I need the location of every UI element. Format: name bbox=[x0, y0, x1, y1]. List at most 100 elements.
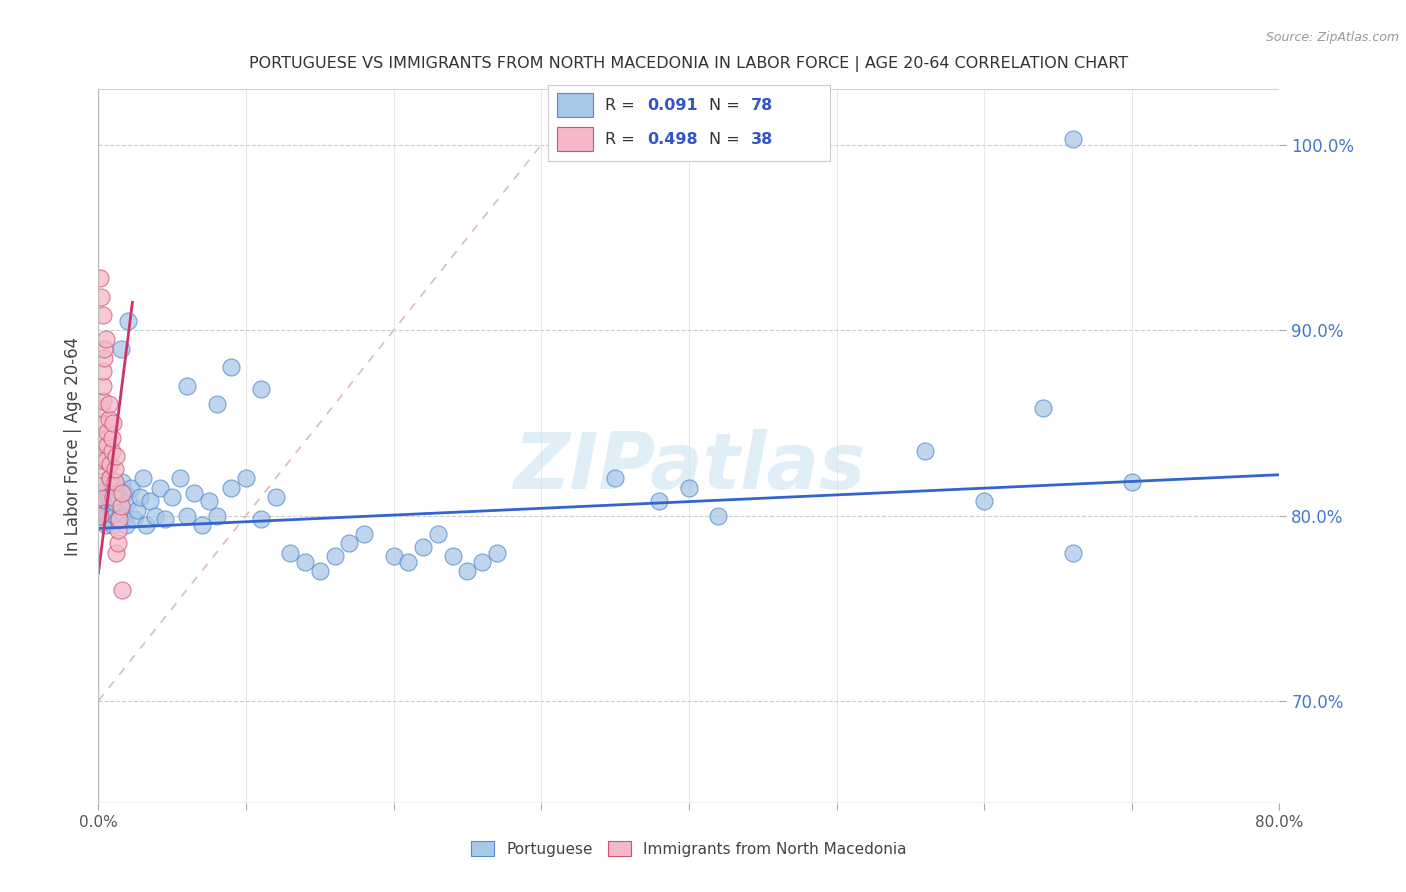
Point bbox=[117, 493, 139, 508]
Point bbox=[471, 555, 494, 569]
Title: PORTUGUESE VS IMMIGRANTS FROM NORTH MACEDONIA IN LABOR FORCE | AGE 20-64 CORRELA: PORTUGUESE VS IMMIGRANTS FROM NORTH MACE… bbox=[249, 56, 1129, 72]
Point bbox=[89, 475, 111, 490]
Point bbox=[153, 512, 176, 526]
Point bbox=[91, 309, 114, 323]
Point bbox=[1121, 475, 1143, 490]
Point bbox=[100, 503, 122, 517]
Point bbox=[91, 490, 114, 504]
Point bbox=[139, 493, 162, 508]
Point bbox=[128, 490, 150, 504]
Point bbox=[93, 500, 115, 514]
Point bbox=[94, 517, 117, 532]
Point bbox=[104, 475, 127, 490]
Point bbox=[105, 545, 128, 559]
FancyBboxPatch shape bbox=[557, 93, 593, 118]
Point bbox=[96, 481, 118, 495]
Point bbox=[96, 425, 118, 439]
Point bbox=[107, 512, 129, 526]
Point bbox=[98, 490, 121, 504]
Point bbox=[108, 512, 131, 526]
Point bbox=[107, 536, 129, 550]
Point bbox=[90, 508, 112, 523]
Point bbox=[339, 536, 361, 550]
Point bbox=[125, 503, 148, 517]
Point bbox=[97, 412, 120, 426]
Point bbox=[96, 438, 118, 452]
Point bbox=[176, 508, 198, 523]
Point bbox=[1062, 132, 1084, 146]
Point bbox=[97, 471, 120, 485]
Point bbox=[110, 503, 132, 517]
Point bbox=[112, 508, 135, 523]
Point bbox=[93, 351, 115, 365]
Point bbox=[104, 486, 127, 500]
Point bbox=[114, 486, 136, 500]
FancyBboxPatch shape bbox=[557, 128, 593, 152]
Point bbox=[398, 555, 420, 569]
Point bbox=[104, 462, 127, 476]
Point bbox=[427, 527, 450, 541]
Point bbox=[1062, 545, 1084, 559]
Point bbox=[309, 564, 332, 578]
Point bbox=[149, 481, 172, 495]
Point bbox=[120, 481, 142, 495]
Text: N =: N = bbox=[709, 132, 745, 147]
Point bbox=[90, 453, 112, 467]
Point bbox=[250, 512, 273, 526]
Point bbox=[264, 490, 287, 504]
Point bbox=[205, 397, 228, 411]
Point bbox=[183, 486, 205, 500]
Point bbox=[135, 517, 157, 532]
Point bbox=[103, 490, 125, 504]
Text: 0.091: 0.091 bbox=[647, 98, 697, 112]
Point bbox=[115, 517, 138, 532]
Point bbox=[111, 475, 134, 490]
Point bbox=[198, 493, 221, 508]
Point bbox=[90, 434, 112, 449]
Point bbox=[90, 401, 112, 415]
Point bbox=[110, 342, 132, 356]
Point bbox=[235, 471, 257, 485]
Point bbox=[441, 549, 464, 564]
Point bbox=[294, 555, 316, 569]
Point bbox=[486, 545, 509, 559]
Point bbox=[89, 462, 111, 476]
Point bbox=[103, 416, 125, 430]
Point bbox=[97, 500, 120, 514]
Point bbox=[97, 397, 120, 411]
Point bbox=[94, 493, 117, 508]
Text: 38: 38 bbox=[751, 132, 773, 147]
Point bbox=[353, 527, 375, 541]
Point bbox=[1032, 401, 1054, 415]
Point bbox=[143, 508, 166, 523]
Point bbox=[605, 471, 627, 485]
Point bbox=[100, 477, 122, 491]
Point bbox=[94, 333, 117, 347]
Point bbox=[91, 364, 114, 378]
Point bbox=[169, 471, 191, 485]
Text: N =: N = bbox=[709, 98, 745, 112]
Point bbox=[91, 393, 114, 408]
Point bbox=[91, 378, 114, 392]
Point bbox=[105, 495, 128, 509]
Point bbox=[111, 486, 134, 500]
Point bbox=[93, 342, 115, 356]
Legend: Portuguese, Immigrants from North Macedonia: Portuguese, Immigrants from North Macedo… bbox=[465, 835, 912, 863]
Point bbox=[107, 524, 129, 538]
Point bbox=[162, 490, 183, 504]
Point bbox=[323, 549, 346, 564]
Point bbox=[110, 500, 132, 514]
Point bbox=[98, 471, 121, 485]
Text: 78: 78 bbox=[751, 98, 773, 112]
Point bbox=[98, 512, 121, 526]
Point bbox=[914, 443, 936, 458]
Point bbox=[103, 517, 125, 532]
Point bbox=[91, 512, 114, 526]
Point bbox=[205, 508, 228, 523]
Point bbox=[89, 490, 111, 504]
Point bbox=[221, 481, 243, 495]
Point bbox=[122, 512, 145, 526]
Point bbox=[89, 271, 111, 285]
Point bbox=[678, 481, 700, 495]
Point bbox=[280, 545, 302, 559]
